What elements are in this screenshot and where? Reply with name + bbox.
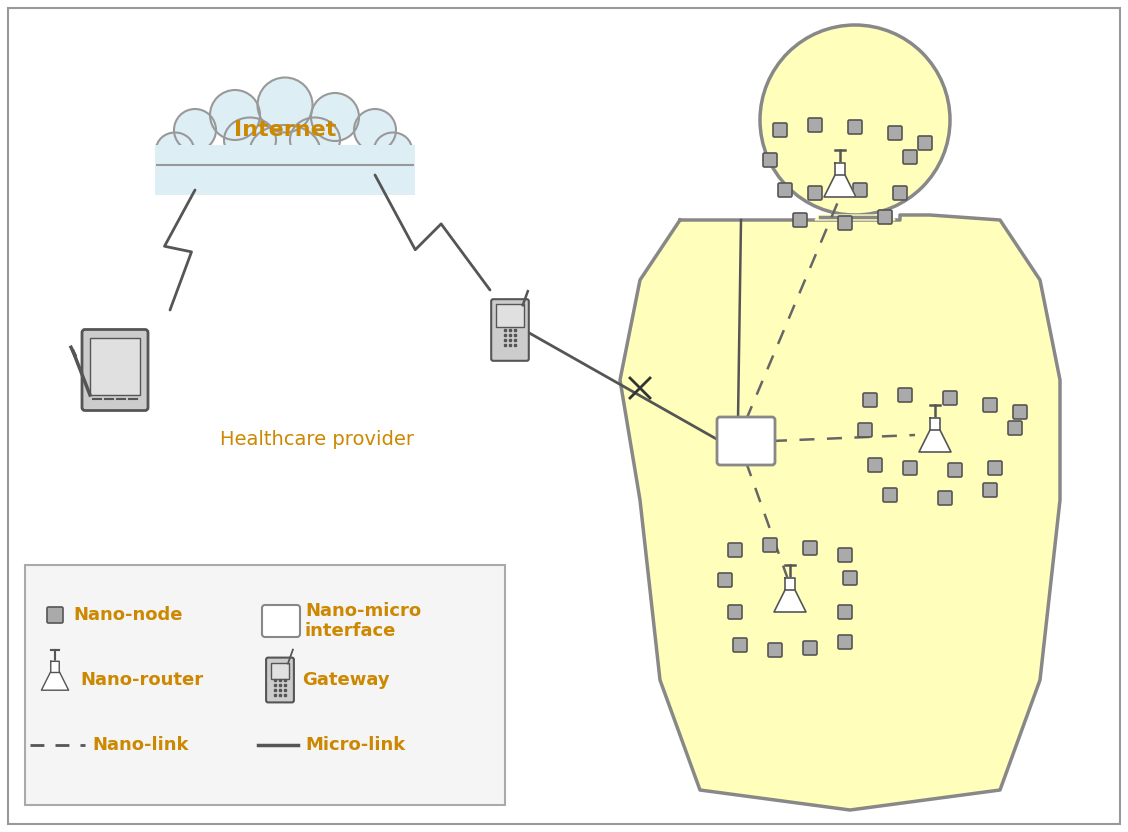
Ellipse shape [354,109,396,151]
FancyBboxPatch shape [982,398,997,412]
Text: Internet: Internet [233,120,336,140]
Text: Nano-node: Nano-node [73,606,183,624]
FancyBboxPatch shape [1013,405,1026,419]
Bar [271,662,289,679]
FancyBboxPatch shape [808,186,822,200]
FancyBboxPatch shape [717,417,775,465]
FancyBboxPatch shape [838,635,852,649]
FancyBboxPatch shape [82,329,148,410]
FancyBboxPatch shape [733,638,747,652]
Text: Nano-router: Nano-router [80,671,203,689]
FancyBboxPatch shape [878,210,892,224]
FancyBboxPatch shape [47,607,63,623]
Circle shape [760,25,950,215]
FancyBboxPatch shape [883,488,897,502]
Bar [90,338,140,394]
FancyBboxPatch shape [266,657,294,702]
FancyBboxPatch shape [898,388,913,402]
FancyBboxPatch shape [262,605,300,637]
FancyBboxPatch shape [893,186,907,200]
FancyBboxPatch shape [838,605,852,619]
FancyBboxPatch shape [808,118,822,132]
Ellipse shape [156,132,194,167]
Polygon shape [774,578,807,612]
Ellipse shape [250,125,320,175]
FancyBboxPatch shape [948,463,962,477]
FancyBboxPatch shape [904,461,917,475]
Ellipse shape [374,132,412,167]
FancyBboxPatch shape [773,123,787,137]
FancyBboxPatch shape [838,548,852,562]
Polygon shape [620,215,1060,810]
FancyBboxPatch shape [25,565,505,805]
Bar [155,145,415,195]
Text: Micro-link: Micro-link [305,736,405,754]
FancyBboxPatch shape [1008,421,1022,435]
FancyBboxPatch shape [904,150,917,164]
FancyBboxPatch shape [763,153,777,167]
Ellipse shape [290,117,340,162]
FancyBboxPatch shape [853,183,867,197]
FancyBboxPatch shape [803,541,817,555]
Text: Nano-link: Nano-link [92,736,188,754]
Ellipse shape [224,117,276,162]
FancyBboxPatch shape [838,216,852,230]
FancyBboxPatch shape [719,573,732,587]
Ellipse shape [257,77,312,132]
Bar [496,305,523,327]
FancyBboxPatch shape [938,491,952,505]
FancyBboxPatch shape [863,393,876,407]
Ellipse shape [311,93,359,141]
FancyBboxPatch shape [848,120,862,134]
Text: Gateway: Gateway [302,671,389,689]
Text: Nano-micro
interface: Nano-micro interface [305,602,421,641]
FancyBboxPatch shape [491,300,529,361]
FancyBboxPatch shape [988,461,1002,475]
FancyBboxPatch shape [943,391,957,405]
FancyBboxPatch shape [728,543,742,557]
Polygon shape [816,215,895,220]
FancyBboxPatch shape [768,643,782,657]
FancyBboxPatch shape [728,605,742,619]
FancyBboxPatch shape [843,571,857,585]
FancyBboxPatch shape [763,538,777,552]
FancyBboxPatch shape [858,423,872,437]
Polygon shape [823,163,856,197]
Polygon shape [42,661,69,691]
FancyBboxPatch shape [918,136,932,150]
FancyBboxPatch shape [888,126,902,140]
FancyBboxPatch shape [803,641,817,655]
FancyBboxPatch shape [869,458,882,472]
Ellipse shape [210,90,259,140]
Ellipse shape [174,109,215,151]
FancyBboxPatch shape [793,213,807,227]
Polygon shape [919,418,951,452]
FancyBboxPatch shape [982,483,997,497]
FancyBboxPatch shape [778,183,792,197]
Text: Healthcare provider: Healthcare provider [220,430,414,449]
